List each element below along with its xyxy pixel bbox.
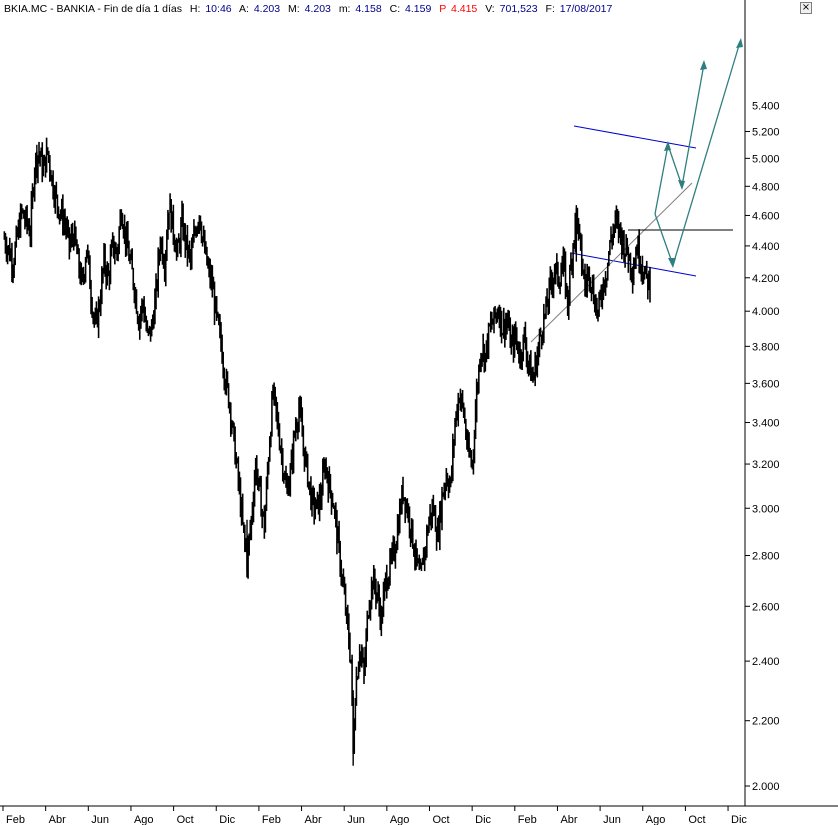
y-tick-label: 4.200	[752, 273, 780, 285]
arrowhead-peak	[664, 141, 671, 151]
x-tick-label: Feb	[518, 814, 537, 825]
x-tick-label: Oct	[688, 814, 705, 825]
y-tick-label: 2.200	[752, 716, 780, 728]
x-tick-label: Dic	[475, 814, 491, 825]
x-tick-label: Jun	[347, 814, 365, 825]
x-tick-label: Oct	[433, 814, 450, 825]
y-tick-label: 4.000	[752, 306, 780, 318]
y-axis-ticks: 5.200 5.000 4.800 4.600 4.400 4.200 4.000 3.800…	[745, 101, 780, 793]
header-mn-label: m:	[339, 3, 351, 15]
header-p-label: P	[439, 3, 446, 15]
header-p-value: 4.415	[451, 3, 477, 15]
header-f-label: F:	[546, 3, 555, 15]
x-tick-label: Abr	[560, 814, 577, 825]
x-tick-label: Feb	[262, 814, 281, 825]
x-tick-label: Dic	[219, 814, 235, 825]
header-f-value: 17/08/2017	[560, 3, 613, 15]
header-a-value: 4.203	[254, 3, 280, 15]
y-tick-label: 4.800	[752, 181, 780, 193]
header-a-label: A:	[239, 3, 249, 15]
y-tick-label: 3.600	[752, 378, 780, 390]
header-mn-value: 4.158	[355, 3, 381, 15]
y-tick-label: 3.800	[752, 341, 780, 353]
close-icon[interactable]: ×	[800, 2, 812, 14]
y-tick-label: 3.200	[752, 459, 780, 471]
support-trendline	[530, 182, 693, 343]
y-tick-label: 2.400	[752, 656, 780, 668]
y-tick-label: 5.000	[752, 153, 780, 165]
x-tick-label: Abr	[49, 814, 66, 825]
header-c-value: 4.159	[405, 3, 431, 15]
x-tick-label: Ago	[390, 814, 410, 825]
arrowhead-dip	[668, 258, 676, 268]
header-symbol: BKIA.MC - BANKIA - Fin de día 1 días	[4, 3, 182, 15]
x-tick-label: Ago	[646, 814, 666, 825]
y-tick-label: 3.400	[752, 418, 780, 430]
x-tick-label: Abr	[305, 814, 322, 825]
projection-path-a	[654, 63, 705, 215]
channel-upper-line	[573, 125, 697, 149]
x-tick-label: Dic	[731, 814, 747, 825]
header-h-value: 10:46	[205, 3, 231, 15]
arrowhead-pullback	[678, 180, 685, 190]
x-tick-label: Feb	[6, 814, 25, 825]
header-line: BKIA.MC - BANKIA - Fin de día 1 días H: …	[4, 3, 613, 15]
header-v-value: 701,523	[500, 3, 538, 15]
y-tick-label: 3.000	[752, 503, 780, 515]
y-tick-label: 4.600	[752, 210, 780, 222]
header-h-label: H:	[190, 3, 201, 15]
header-v-label: V:	[485, 3, 495, 15]
arrowhead-b	[736, 38, 743, 48]
y-tick-label: 5.200	[752, 126, 780, 138]
header-m-value: 4.203	[305, 3, 331, 15]
header-c-label: C:	[390, 3, 401, 15]
arrowhead-a	[700, 60, 707, 70]
x-tick-label: Jun	[603, 814, 621, 825]
header-m-label: M:	[288, 3, 300, 15]
y-tick-label: 2.000	[752, 781, 780, 793]
x-tick-label: Ago	[134, 814, 154, 825]
y-tick-label: 4.400	[752, 241, 780, 253]
x-axis-ticks: Feb Abr Jun Ago Oct Dic Feb Abr Jun Ago Oct Dic Feb A…	[2, 806, 747, 825]
x-tick-label: Jun	[91, 814, 109, 825]
y-tick-label: 2.800	[752, 551, 780, 563]
price-series	[3, 137, 651, 766]
y-tick-label: 2.600	[752, 601, 780, 613]
y-tick-label: 5.400	[752, 101, 780, 113]
x-tick-label: Oct	[177, 814, 194, 825]
